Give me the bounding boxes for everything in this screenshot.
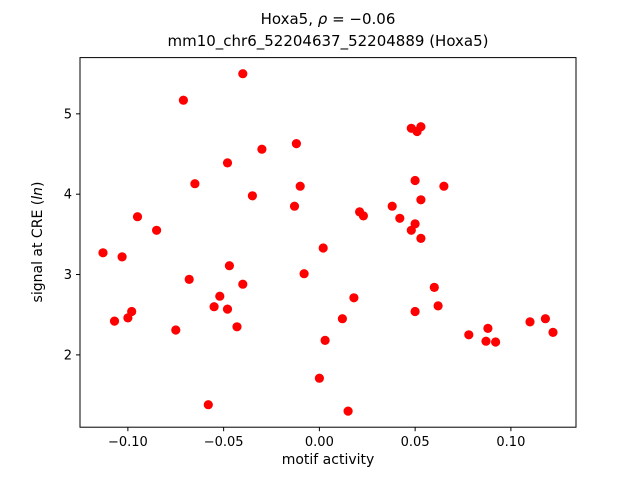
scatter-point: [215, 291, 225, 301]
scatter-point: [222, 304, 233, 314]
scatter-point: [247, 191, 257, 201]
scatter-point: [395, 213, 405, 223]
scatter-point: [439, 181, 449, 191]
scatter-point: [209, 302, 219, 312]
scatter-point: [320, 335, 330, 345]
scatter-point: [222, 158, 233, 168]
scatter-point: [540, 314, 551, 324]
y-tick-label: 5: [64, 107, 72, 122]
x-axis-label: motif activity: [281, 452, 375, 468]
scatter-point: [238, 279, 248, 289]
y-tick-label: 4: [64, 188, 72, 203]
plot-area-border: [79, 57, 577, 428]
scatter-point: [349, 293, 359, 303]
scatter-point: [232, 322, 242, 332]
scatter-point: [358, 211, 368, 221]
scatter-point: [429, 282, 439, 292]
y-tick-label: 3: [64, 268, 72, 283]
scatter-point: [548, 327, 558, 337]
scatter-point: [132, 212, 143, 222]
scatter-point: [337, 314, 347, 324]
scatter-point: [257, 144, 267, 154]
scatter-point: [203, 400, 213, 410]
rho-symbol: ρ: [317, 10, 328, 28]
scatter-point: [190, 179, 200, 189]
scatter-point: [117, 252, 127, 262]
scatter-point: [525, 317, 535, 327]
scatter-point: [238, 69, 248, 79]
x-tick-label: −0.05: [204, 435, 244, 450]
x-tick-label: −0.10: [108, 435, 148, 450]
scatter-point: [481, 336, 491, 346]
x-tick-label: 0.05: [401, 435, 430, 450]
scatter-point: [224, 261, 234, 271]
scatter-point: [410, 175, 420, 186]
scatter-point: [123, 313, 133, 323]
scatter-point: [491, 337, 501, 347]
chart-title: Hoxa5, ρ = −0.06: [261, 10, 396, 28]
scatter-point: [416, 233, 426, 243]
scatter-point: [295, 181, 305, 191]
scatter-point: [178, 95, 188, 105]
scatter-point: [314, 373, 324, 383]
scatter-point: [291, 139, 301, 149]
scatter-point: [406, 225, 416, 235]
scatter-point: [410, 306, 420, 317]
scatter-point: [171, 325, 181, 335]
scatter-point: [412, 126, 422, 137]
x-tick-label: 0.00: [305, 435, 334, 450]
chart-title-value: = −0.06: [327, 10, 396, 28]
scatter-point: [318, 243, 328, 253]
scatter-point: [343, 406, 353, 416]
y-tick-label: 2: [64, 348, 72, 363]
chart-title-text: Hoxa5,: [260, 10, 318, 28]
scatter-point: [184, 274, 194, 284]
chart-subtitle: mm10_chr6_52204637_52204889 (Hoxa5): [167, 32, 489, 50]
scatter-point: [98, 248, 108, 258]
scatter-point: [483, 323, 493, 333]
scatter-point: [387, 201, 397, 211]
x-tick-label: 0.10: [496, 435, 525, 450]
scatter-point: [152, 225, 162, 235]
scatter-point: [299, 269, 309, 279]
scatter-point: [416, 195, 426, 205]
scatter-point: [433, 301, 443, 311]
scatter-point: [464, 330, 474, 340]
scatter-point: [109, 316, 120, 326]
scatter-point: [289, 201, 300, 211]
